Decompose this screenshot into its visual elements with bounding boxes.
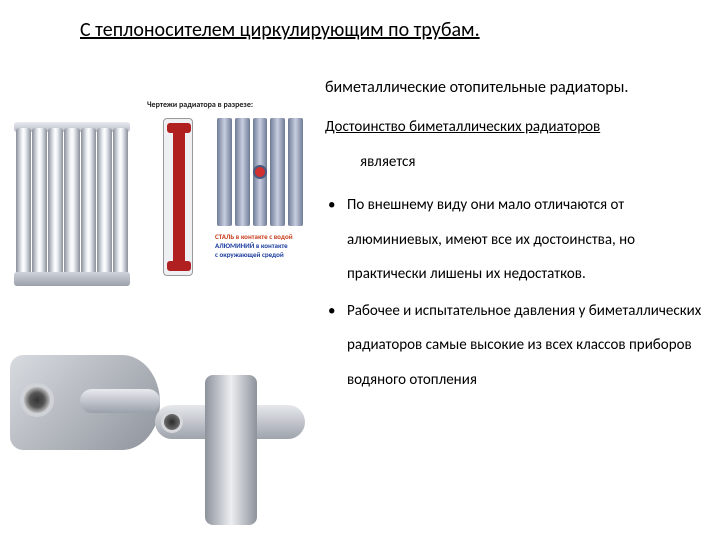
radiator-fin — [32, 128, 47, 278]
legend-aluminum-1: АЛЮМИНИЙ в контакте — [215, 241, 293, 250]
pipe-section-icon — [253, 165, 267, 179]
radiator-fin — [48, 128, 63, 278]
front-fin — [235, 118, 250, 226]
radiator-fin — [64, 128, 79, 278]
radiator-fins — [16, 128, 128, 278]
advantage-heading: Достоинство биметаллических радиаторов — [325, 118, 600, 136]
pipe-hole-icon — [161, 411, 183, 433]
radiator-fin — [97, 128, 112, 278]
radiator-fin — [16, 128, 31, 278]
steel-core — [173, 125, 185, 269]
subtitle: биметаллические отопительные радиаторы. — [325, 78, 628, 97]
pipe-hole-icon — [20, 383, 54, 417]
radiator-fin — [81, 128, 96, 278]
diagram-legend: СТАЛЬ в контакте с водой АЛЮМИНИЙ в конт… — [215, 232, 293, 259]
advantage-is: является — [360, 153, 415, 171]
front-fin — [217, 118, 232, 226]
front-fin — [270, 118, 285, 226]
radiator-parts-photo — [10, 345, 310, 525]
illustration-area: Чертежи радиатора в разрезе: СТАЛЬ в кон… — [10, 100, 310, 330]
radiator-section-right — [155, 375, 305, 525]
cross-section-diagram: Чертежи радиатора в разрезе: СТАЛЬ в кон… — [145, 100, 310, 320]
connector-tube — [80, 389, 160, 413]
radiator-fin — [113, 128, 128, 278]
list-item: Рабочее и испытательное давления у бимет… — [325, 294, 705, 398]
radiator-section-left — [10, 355, 160, 450]
front-view — [215, 118, 305, 226]
list-item: По внешнему виду они мало отличаются от … — [325, 188, 705, 292]
page-title: С теплоносителем циркулирующим по трубам… — [80, 18, 480, 42]
bullet-list: По внешнему виду они мало отличаются от … — [325, 188, 705, 399]
diagram-caption: Чертежи радиатора в разрезе: — [147, 100, 253, 110]
vertical-column — [205, 375, 257, 525]
cutaway-view — [163, 118, 193, 276]
legend-aluminum-2: с окружающей средой — [215, 250, 293, 259]
radiator-photo — [10, 120, 135, 290]
legend-steel: СТАЛЬ в контакте с водой — [215, 232, 293, 241]
front-fin — [288, 118, 303, 226]
radiator-base — [14, 272, 130, 286]
